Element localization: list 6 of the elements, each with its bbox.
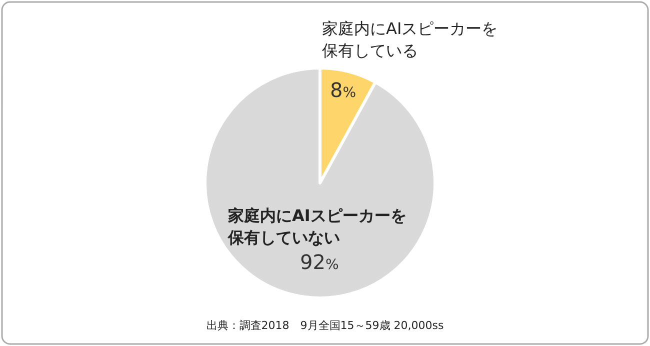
data-label: 92%: [300, 250, 339, 274]
data-label: 8%: [330, 78, 356, 102]
slice-label: 家庭内にAIスピーカーを保有していない: [228, 205, 408, 249]
pie-slice: [204, 66, 436, 300]
slice-label: 家庭内にAIスピーカーを保有している: [322, 18, 499, 62]
source-note: 出典：調査2018 9月全国15～59歳 20,000ss: [205, 318, 445, 333]
